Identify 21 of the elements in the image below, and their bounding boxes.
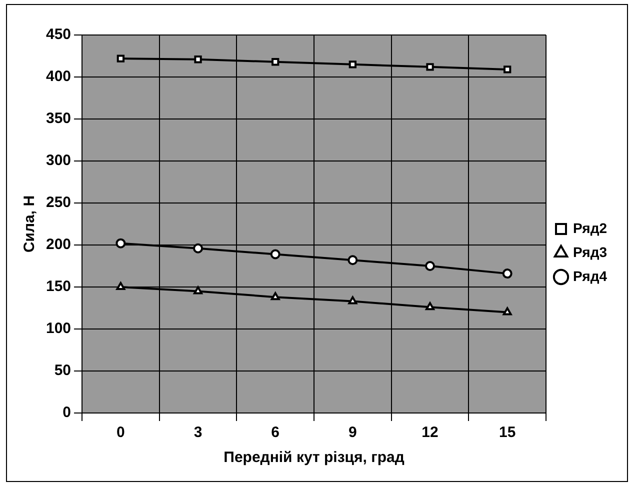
legend-label: Ряд3 <box>573 244 608 260</box>
legend-label: Ряд4 <box>573 268 608 284</box>
y-tick-label: 350 <box>46 110 72 128</box>
y-tick-label: 300 <box>46 152 72 170</box>
y-tick-label: 100 <box>46 320 72 338</box>
x-tick-label: 9 <box>348 424 357 442</box>
x-tick-label: 15 <box>498 424 516 442</box>
y-tick-label: 50 <box>54 362 72 380</box>
y-tick-label: 150 <box>46 278 72 296</box>
x-tick-label: 12 <box>422 424 438 442</box>
y-tick-label: 450 <box>46 26 72 44</box>
x-axis-title: Передній кут різця, град <box>224 449 405 466</box>
y-tick-label: 250 <box>46 194 72 212</box>
y-tick-label: 400 <box>46 68 72 86</box>
y-axis-title: Сила, Н <box>21 195 38 253</box>
x-tick-label: 3 <box>194 424 202 442</box>
x-tick-label: 6 <box>271 424 280 442</box>
legend-label: Ряд2 <box>573 220 608 236</box>
y-tick-label: 200 <box>46 236 72 254</box>
x-tick-label: 0 <box>116 424 125 442</box>
y-tick-label: 0 <box>62 404 72 422</box>
